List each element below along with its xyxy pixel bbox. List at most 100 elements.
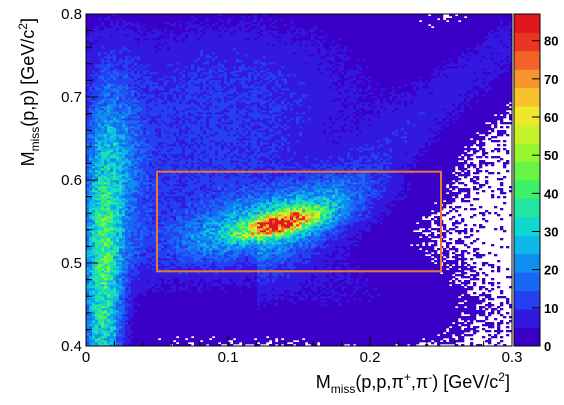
heatmap-cell xyxy=(92,320,95,322)
heatmap-cell xyxy=(233,308,236,310)
heatmap-cell xyxy=(149,318,152,320)
heatmap-cell xyxy=(209,332,212,334)
heatmap-cell xyxy=(431,322,434,324)
heatmap-cell xyxy=(227,326,230,328)
heatmap-cell xyxy=(179,342,182,344)
heatmap-cell xyxy=(116,326,119,328)
heatmap-cell xyxy=(188,338,191,340)
heatmap-cell xyxy=(215,334,218,336)
heatmap-cell xyxy=(116,336,119,338)
heatmap-cell xyxy=(245,324,248,326)
heatmap-cell xyxy=(497,342,500,344)
heatmap-cell xyxy=(428,324,431,326)
heatmap-cell xyxy=(338,318,341,320)
heatmap-cell xyxy=(137,336,140,338)
heatmap-cell xyxy=(155,312,158,314)
heatmap-cell xyxy=(341,310,344,312)
heatmap-cell xyxy=(170,312,173,314)
heatmap-cell xyxy=(404,334,407,336)
heatmap-cell xyxy=(380,342,383,344)
heatmap-cell xyxy=(446,332,449,334)
heatmap-cell xyxy=(107,322,110,324)
heatmap-cell xyxy=(128,336,131,338)
heatmap-cell xyxy=(479,308,482,310)
heatmap-cell xyxy=(134,342,137,344)
heatmap-cell xyxy=(437,318,440,320)
heatmap-cell xyxy=(122,342,125,344)
heatmap-cell xyxy=(194,320,197,322)
heatmap-cell xyxy=(194,326,197,328)
heatmap-cell xyxy=(362,310,365,312)
heatmap-cell xyxy=(410,310,413,312)
heatmap-cell xyxy=(221,328,224,330)
heatmap-cell xyxy=(137,340,140,342)
heatmap-cell xyxy=(218,308,221,310)
heatmap-cell xyxy=(182,324,185,326)
heatmap-cell xyxy=(233,310,236,312)
heatmap-cell xyxy=(233,314,236,316)
heatmap-cell xyxy=(287,310,290,312)
heatmap-cell xyxy=(452,308,455,310)
heatmap-cell xyxy=(497,312,500,314)
heatmap-cell xyxy=(314,320,317,322)
heatmap-cell xyxy=(104,338,107,340)
heatmap-cell xyxy=(392,312,395,314)
heatmap-cell xyxy=(329,340,332,342)
heatmap-cell xyxy=(458,308,461,310)
heatmap-cell xyxy=(212,330,215,332)
heatmap-cell xyxy=(194,328,197,330)
heatmap-cell xyxy=(389,314,392,316)
heatmap-cell xyxy=(353,308,356,310)
heatmap-cell xyxy=(224,322,227,324)
heatmap-cell xyxy=(89,324,92,326)
heatmap-cell xyxy=(311,334,314,336)
heatmap-cell xyxy=(395,310,398,312)
heatmap-cell xyxy=(347,308,350,310)
heatmap-cell xyxy=(89,336,92,338)
heatmap-cell xyxy=(131,324,134,326)
heatmap-cell xyxy=(278,336,281,338)
heatmap-cell xyxy=(89,316,92,318)
heatmap-cell xyxy=(212,314,215,316)
heatmap-cell xyxy=(341,316,344,318)
heatmap-cell xyxy=(275,342,278,344)
heatmap-cell xyxy=(416,310,419,312)
heatmap-cell xyxy=(323,326,326,328)
heatmap-cell xyxy=(233,324,236,326)
heatmap-cell xyxy=(143,338,146,340)
heatmap-cell xyxy=(341,324,344,326)
heatmap-cell xyxy=(134,312,137,314)
heatmap-cell xyxy=(368,322,371,324)
heatmap-cell xyxy=(167,312,170,314)
heatmap-cell xyxy=(287,336,290,338)
heatmap-cell xyxy=(332,324,335,326)
heatmap-cell xyxy=(194,336,197,338)
heatmap-cell xyxy=(296,312,299,314)
heatmap-cell xyxy=(182,326,185,328)
heatmap-cell xyxy=(269,330,272,332)
heatmap-cell xyxy=(122,326,125,328)
heatmap-cell xyxy=(230,320,233,322)
heatmap-cell xyxy=(119,324,122,326)
heatmap-cell xyxy=(497,322,500,324)
heatmap-cell xyxy=(176,322,179,324)
heatmap-cell xyxy=(209,328,212,330)
heatmap-cell xyxy=(290,318,293,320)
heatmap-cell xyxy=(398,330,401,332)
heatmap-cell xyxy=(104,336,107,338)
heatmap-cell xyxy=(215,332,218,334)
heatmap-cell xyxy=(137,320,140,322)
heatmap-cell xyxy=(335,334,338,336)
heatmap-cell xyxy=(278,318,281,320)
heatmap-cell xyxy=(227,334,230,336)
heatmap-cell xyxy=(317,336,320,338)
heatmap-cell xyxy=(140,316,143,318)
heatmap-cell xyxy=(263,314,266,316)
heatmap-cell xyxy=(392,318,395,320)
heatmap-cell xyxy=(158,310,161,312)
heatmap-cell xyxy=(413,312,416,314)
heatmap-cell xyxy=(446,336,449,338)
heatmap-cell xyxy=(449,334,452,336)
heatmap-cell xyxy=(188,316,191,318)
heatmap-cell xyxy=(161,326,164,328)
